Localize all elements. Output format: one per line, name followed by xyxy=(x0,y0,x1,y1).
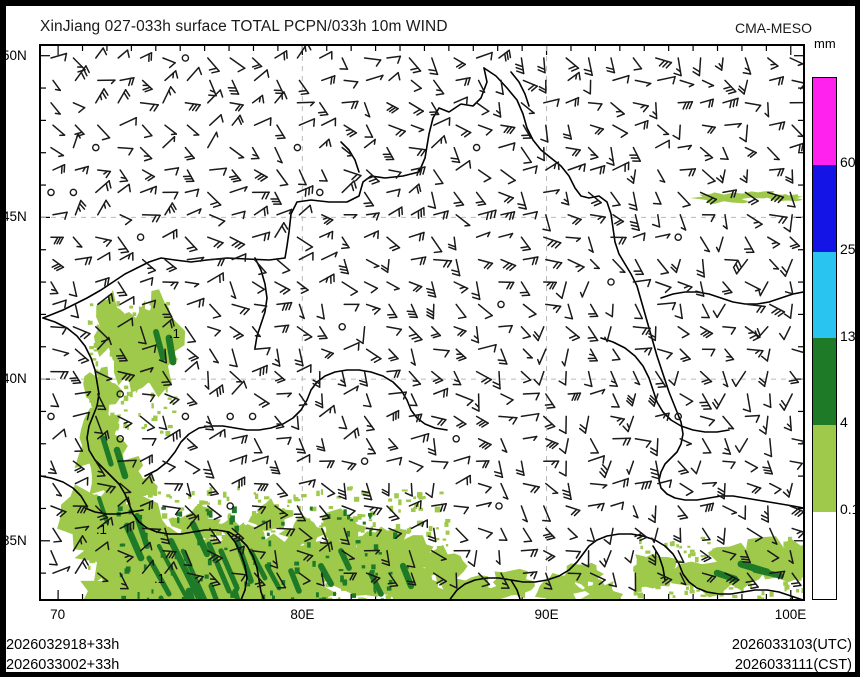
colorbar-band-5 xyxy=(813,512,836,599)
svg-text:.1: .1 xyxy=(785,594,796,599)
colorbar-tick-60: 60 xyxy=(840,153,856,170)
svg-text:.1: .1 xyxy=(154,571,165,586)
x-axis-tick-80E: 80E xyxy=(290,607,315,622)
map-canvas: .1.1.1.1.1.1.1 xyxy=(41,46,803,599)
svg-text:.1: .1 xyxy=(96,522,107,537)
page-title: XinJiang 027-033h surface TOTAL PCPN/033… xyxy=(40,18,448,35)
colorbar-band-0 xyxy=(813,78,836,165)
colorbar-tick-0_1: 0.1 xyxy=(840,501,860,518)
footer-valid-time-cst: 2026033111(CST) xyxy=(734,657,852,673)
y-axis-tick-35N: 35N xyxy=(2,532,27,548)
colorbar-tick-13: 13 xyxy=(840,327,856,344)
footer-init-time-utc: 2026032918+33h xyxy=(6,637,120,653)
y-axis-tick-40N: 40N xyxy=(2,371,27,387)
precipitation-colorbar[interactable] xyxy=(812,77,837,600)
y-axis-tick-45N: 45N xyxy=(2,209,27,225)
footer-init-time-cst: 2026033002+33h xyxy=(6,657,120,673)
colorbar-tick-25: 25 xyxy=(840,240,856,257)
map-plot-area[interactable]: .1.1.1.1.1.1.1 xyxy=(39,44,805,601)
footer-valid-time-utc: 2026033103(UTC) xyxy=(731,637,852,653)
contour-value-labels: .1.1.1.1.1.1.1 xyxy=(96,326,796,599)
svg-text:.1: .1 xyxy=(169,326,180,341)
colorbar-unit-label: mm xyxy=(814,36,836,51)
y-axis-tick-50N: 50N xyxy=(2,47,27,63)
model-tag-label: CMA-MESO xyxy=(735,20,812,36)
colorbar-band-4 xyxy=(813,425,836,513)
colorbar-tick-4: 4 xyxy=(840,414,848,431)
colorbar-band-3 xyxy=(813,338,836,426)
wind-barbs xyxy=(47,46,803,592)
colorbar-band-2 xyxy=(813,251,836,339)
colorbar-band-1 xyxy=(813,164,836,252)
x-axis-tick-70: 70 xyxy=(50,607,66,622)
x-axis-tick-90E: 90E xyxy=(534,607,559,622)
x-axis-tick-100E: 100E xyxy=(774,607,807,622)
